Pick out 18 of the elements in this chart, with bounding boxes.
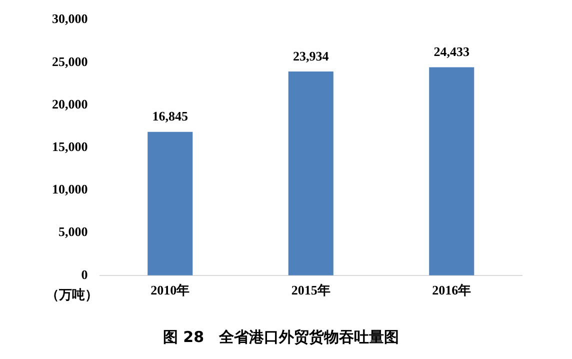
bar (429, 67, 474, 276)
y-tick-label: 10,000 (52, 182, 88, 197)
y-tick-label: 20,000 (52, 96, 88, 112)
x-tick-label: 2016年 (432, 282, 472, 298)
data-label: 16,845 (152, 108, 188, 124)
x-tick-label: 2015年 (291, 282, 330, 298)
y-tick-label: 30,000 (52, 11, 88, 26)
text: 图 28 全省港口外贸货物吞吐量图 (162, 328, 400, 346)
y-tick-label: 25,000 (52, 54, 88, 69)
y-tick-label: 0 (81, 266, 88, 282)
bar (288, 71, 334, 276)
y-tick-label: 15,000 (52, 138, 88, 154)
data-label: 23,934 (293, 48, 330, 64)
bar (148, 132, 193, 276)
data-label: 24,433 (434, 44, 470, 60)
x-tick-label: 2010年 (150, 282, 190, 298)
y-tick-label: 5,000 (58, 224, 88, 240)
y-axis-title: （万吨） (46, 286, 98, 302)
